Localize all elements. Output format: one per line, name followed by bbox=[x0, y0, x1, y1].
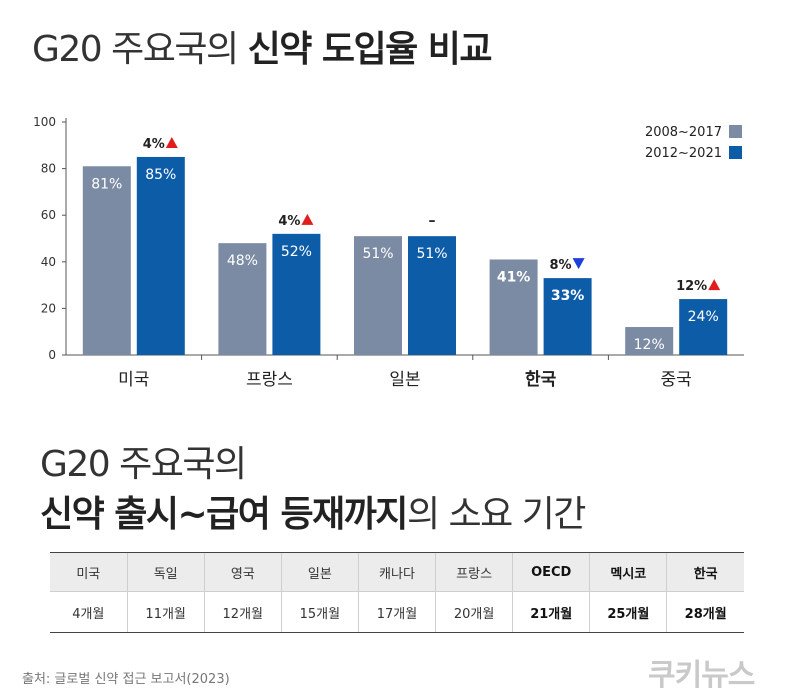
y-tick-label: 40 bbox=[41, 255, 56, 269]
bar-value-label: 48% bbox=[227, 253, 258, 269]
table-header-cell: 미국 bbox=[50, 552, 128, 592]
title-bottom-line1: G20 주요국의 bbox=[40, 444, 247, 485]
y-tick-label: 80 bbox=[41, 162, 56, 176]
table-cell: 21개월 bbox=[512, 591, 590, 633]
source-note: 출처: 글로벌 신약 접근 보고서(2023) bbox=[22, 672, 230, 687]
table-cell: 11개월 bbox=[126, 591, 205, 633]
title-bottom-line2-bold: 신약 출시~급여 등재까지 bbox=[40, 494, 408, 535]
table-header-cell: 영국 bbox=[203, 552, 282, 592]
table-cell: 20개월 bbox=[435, 591, 513, 633]
table-cell: 4개월 bbox=[50, 591, 128, 633]
approval-period-table: 미국 독일 영국 일본 캐나다 프랑스 OECD 멕시코 한국 4개월 11개월 12개월 15개월 1… bbox=[50, 552, 744, 633]
x-category-label: 프랑스 bbox=[246, 370, 293, 390]
title-top-normal: G20 주요국의 bbox=[32, 29, 239, 70]
title-bottom-line2-normal: 의 소요 기간 bbox=[406, 494, 587, 535]
y-tick-label: 20 bbox=[41, 301, 56, 315]
y-tick-label: 0 bbox=[48, 348, 56, 362]
legend-label: 2012~2021 bbox=[645, 146, 722, 161]
change-label: – bbox=[429, 213, 436, 229]
bar-chart: 0 20 40 60 80 100 미국 81% 85% 4% 프랑스 48% 52% 4% 일본 51% 51… bbox=[33, 115, 744, 390]
table-header-cell: 멕시코 bbox=[589, 552, 667, 592]
bar-series1 bbox=[354, 236, 402, 355]
bar-series2 bbox=[272, 233, 321, 355]
y-tick-label: 60 bbox=[41, 208, 56, 222]
bar-series2 bbox=[136, 156, 185, 355]
legend-swatch bbox=[729, 125, 742, 138]
bar-series1 bbox=[625, 327, 674, 355]
page-title-bottom: G20 주요국의 신약 출시~급여 등재까지의 소요 기간 bbox=[40, 440, 587, 540]
increase-triangle-icon bbox=[165, 136, 178, 148]
bar-value-label: 81% bbox=[91, 176, 122, 192]
table-header-cell: 캐나다 bbox=[357, 552, 436, 592]
table-cell: 12개월 bbox=[203, 591, 282, 633]
table-header-cell: OECD bbox=[512, 552, 590, 592]
decrease-triangle-icon bbox=[572, 258, 585, 270]
page-title-top: G20 주요국의 신약 도입율 비교 bbox=[32, 20, 493, 72]
legend-swatch bbox=[729, 146, 742, 159]
title-bottom-line2: 신약 출시~급여 등재까지의 소요 기간 bbox=[40, 490, 587, 540]
change-label: 4% bbox=[278, 214, 300, 229]
bar-value-label: 41% bbox=[497, 269, 531, 285]
legend-label: 2008~2017 bbox=[645, 125, 722, 140]
table-row: 4개월 11개월 12개월 15개월 17개월 20개월 21개월 25개월 28개월 bbox=[50, 591, 744, 633]
bar-value-label: 85% bbox=[145, 167, 176, 183]
publisher-logo: 쿠키뉴스 bbox=[648, 658, 755, 693]
change-label: 8% bbox=[550, 258, 572, 273]
y-tick-label: 100 bbox=[33, 115, 56, 129]
x-category-label: 중국 bbox=[661, 370, 692, 390]
bar-value-label: 12% bbox=[634, 337, 665, 353]
x-category-label: 한국 bbox=[525, 370, 557, 390]
bar-value-label: 33% bbox=[551, 288, 585, 304]
x-category-label: 일본 bbox=[389, 370, 420, 390]
table-header-cell: 일본 bbox=[280, 552, 359, 592]
table-header-cell: 한국 bbox=[666, 552, 744, 592]
increase-triangle-icon bbox=[708, 279, 721, 291]
table-header-row: 미국 독일 영국 일본 캐나다 프랑스 OECD 멕시코 한국 bbox=[50, 552, 744, 592]
table-cell: 17개월 bbox=[357, 591, 436, 633]
bar-value-label: 51% bbox=[362, 246, 393, 262]
bar-series2 bbox=[543, 278, 592, 355]
table-cell: 15개월 bbox=[280, 591, 359, 633]
change-label: 12% bbox=[676, 279, 707, 294]
change-label: 4% bbox=[143, 137, 165, 152]
title-top-bold: 신약 도입율 비교 bbox=[247, 29, 493, 70]
bar-series2 bbox=[408, 236, 456, 355]
increase-triangle-icon bbox=[301, 213, 314, 225]
bar-value-label: 24% bbox=[688, 309, 719, 325]
bar-series1 bbox=[489, 259, 538, 355]
table-header-cell: 프랑스 bbox=[435, 552, 513, 592]
table-cell: 28개월 bbox=[666, 591, 744, 633]
bar-series1 bbox=[82, 166, 131, 355]
table-header-cell: 독일 bbox=[126, 552, 205, 592]
table-cell: 25개월 bbox=[589, 591, 667, 633]
bar-value-label: 51% bbox=[416, 246, 447, 262]
bar-value-label: 52% bbox=[281, 244, 312, 260]
bar-series2 bbox=[679, 299, 728, 355]
bar-series1 bbox=[218, 243, 267, 355]
x-category-label: 미국 bbox=[118, 370, 149, 390]
